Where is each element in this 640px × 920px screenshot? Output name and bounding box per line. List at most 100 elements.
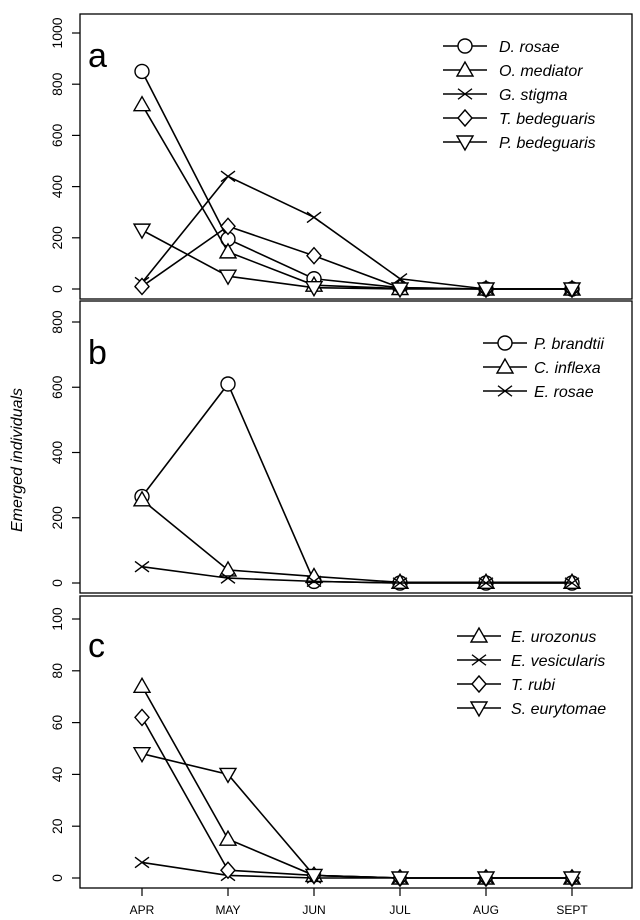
x-tick-label: AUG xyxy=(473,903,499,917)
data-point xyxy=(390,572,410,590)
data-point xyxy=(476,572,496,590)
y-tick-label: 400 xyxy=(49,175,65,199)
legend-entry: G. stigma xyxy=(499,87,568,104)
x-tick-label: JUL xyxy=(389,903,411,917)
y-tick-label: 40 xyxy=(49,766,65,782)
data-point xyxy=(218,767,238,784)
data-point xyxy=(220,217,236,236)
y-tick-label: 200 xyxy=(49,506,65,530)
data-point xyxy=(220,376,236,392)
x-tick-label: APR xyxy=(130,903,155,917)
data-point xyxy=(218,560,238,577)
data-point xyxy=(306,575,322,588)
data-point xyxy=(218,242,238,259)
data-point xyxy=(134,277,150,296)
legend-marker xyxy=(457,108,473,128)
series-s-eurytomae xyxy=(132,746,582,888)
y-tick-label: 60 xyxy=(49,715,65,731)
series-line xyxy=(141,71,572,290)
data-point xyxy=(218,829,238,846)
y-tick-label: 0 xyxy=(49,579,65,587)
data-point xyxy=(392,577,408,589)
legend-marker xyxy=(455,135,475,152)
data-point xyxy=(132,676,152,694)
data-point xyxy=(134,856,150,869)
data-point xyxy=(304,281,324,298)
data-point xyxy=(476,282,496,299)
data-point xyxy=(220,861,236,880)
panel-b: 0 200 400 600 800 b P. brandtii C. inflexa E. ro… xyxy=(49,300,633,594)
legend-marker xyxy=(497,335,513,351)
legend-marker xyxy=(471,674,487,694)
series-e-rosae xyxy=(134,560,580,589)
legend-entry: T. rubi xyxy=(511,677,555,694)
legend-marker xyxy=(471,654,487,666)
panel-frame xyxy=(79,300,633,594)
data-point xyxy=(306,246,322,265)
panel-letter: a xyxy=(88,37,107,75)
y-tick-label: 200 xyxy=(49,226,65,250)
y-tick-label: 600 xyxy=(49,375,65,399)
series-line xyxy=(141,499,572,584)
panel-frame xyxy=(79,595,633,889)
data-point xyxy=(562,572,582,590)
legend: P. brandtii C. inflexa E. rosae xyxy=(483,335,604,401)
y-tick-label: 80 xyxy=(49,663,65,679)
panel-a: 0 200 400 600 800 1000 a D. rosae O. mediator G. … xyxy=(49,13,633,300)
legend-marker xyxy=(495,357,515,374)
series-t-rubi xyxy=(134,708,580,888)
y-tick-label: 0 xyxy=(49,874,65,882)
data-point xyxy=(220,572,236,584)
data-point xyxy=(390,871,410,888)
legend-marker xyxy=(457,88,473,100)
series-line xyxy=(141,861,572,879)
series-line xyxy=(141,685,572,879)
panel-letter: b xyxy=(88,334,107,372)
y-tick-label: 800 xyxy=(49,310,65,334)
legend: E. urozonus E. vesicularis T. rubi S. euryt… xyxy=(457,626,606,718)
data-point xyxy=(476,871,496,888)
series-line xyxy=(141,565,572,584)
data-point xyxy=(132,490,152,507)
legend-entry: P. brandtii xyxy=(534,336,604,353)
data-point xyxy=(134,560,150,573)
legend-entry: T. bedeguaris xyxy=(499,111,595,128)
legend-marker xyxy=(457,38,473,54)
legend-marker xyxy=(469,701,489,718)
legend-entry: E. rosae xyxy=(534,384,594,401)
data-point xyxy=(218,269,238,286)
series-line xyxy=(141,229,572,290)
data-point xyxy=(134,708,150,727)
legend-entry: C. inflexa xyxy=(534,360,601,377)
legend-entry: P. bedeguaris xyxy=(499,135,596,152)
panel-c: 0 20 40 60 80 100 c E. urozonus E. vesicularis T.… xyxy=(49,595,633,917)
legend-entry: E. urozonus xyxy=(511,629,596,646)
series-line xyxy=(141,717,572,879)
legend-marker xyxy=(497,385,513,397)
legend-entry: O. mediator xyxy=(499,63,583,80)
series-t-bedeguaris xyxy=(134,217,580,299)
legend-marker xyxy=(455,60,475,77)
x-tick-label: MAY xyxy=(215,903,240,917)
panel-letter: c xyxy=(88,627,105,665)
data-point xyxy=(562,282,582,299)
series-p-bedeguaris xyxy=(132,223,582,299)
data-point xyxy=(132,223,152,240)
x-tick-label: SEPT xyxy=(556,903,588,917)
data-point xyxy=(132,95,152,112)
series-line xyxy=(141,225,572,290)
series-e-vesicularis xyxy=(134,856,580,884)
x-tick-label: JUN xyxy=(302,903,325,917)
y-tick-label: 1000 xyxy=(49,17,65,48)
y-tick-label: 100 xyxy=(49,607,65,631)
data-point xyxy=(306,211,322,224)
data-point xyxy=(134,63,150,80)
legend-entry: D. rosae xyxy=(499,39,560,56)
data-point xyxy=(564,577,580,589)
y-axis-label: Emerged individuals xyxy=(9,388,26,532)
data-point xyxy=(220,170,236,183)
y-tick-label: 800 xyxy=(49,72,65,96)
y-tick-label: 600 xyxy=(49,124,65,148)
data-point xyxy=(304,868,324,885)
